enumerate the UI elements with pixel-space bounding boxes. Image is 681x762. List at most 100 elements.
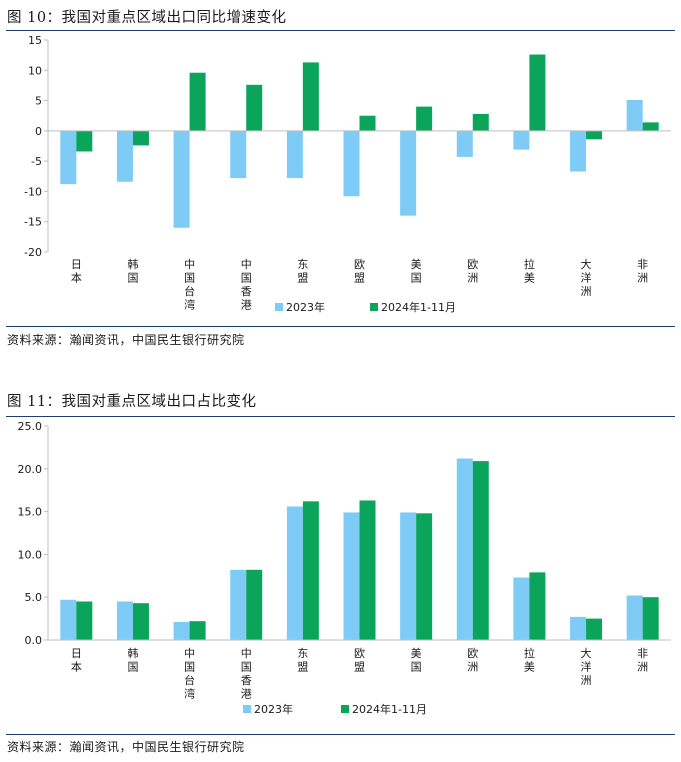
bar-2023-1 — [116, 601, 133, 640]
category-label: 非洲 — [637, 258, 648, 285]
bar-2024-1 — [132, 130, 149, 146]
bar-2024-0 — [76, 130, 93, 152]
bar-2024-5 — [359, 115, 376, 131]
y-tick-label: 0.0 — [25, 634, 43, 647]
bar-2024-0 — [76, 601, 93, 640]
bar-2024-6 — [416, 513, 433, 640]
figure-export-share: 图 11：我国对重点区域出口占比变化 25.0 20.0 15.0 10.0 5.0 0.… — [0, 384, 681, 762]
category-label: 欧盟 — [354, 647, 365, 674]
y-tick-label: -20 — [24, 246, 42, 259]
bar-2023-6 — [400, 130, 417, 216]
bar-2024-1 — [132, 603, 149, 640]
bar-2023-7 — [456, 458, 473, 640]
bar-2024-5 — [359, 500, 376, 640]
category-label: 中国香港 — [241, 647, 252, 701]
category-label: 中国台湾 — [184, 647, 195, 701]
y-tick-label: -10 — [24, 185, 42, 198]
y-tick-label: 10.0 — [18, 548, 43, 561]
legend-label: 2024年1-11月 — [352, 702, 427, 716]
legend-swatch-2024 — [341, 705, 349, 713]
bar-2023-2 — [173, 130, 190, 228]
bar-2023-3 — [230, 569, 247, 640]
category-label: 东盟 — [297, 258, 308, 285]
title-rule — [6, 30, 675, 31]
bar-2024-8 — [529, 54, 546, 131]
y-tick-label: 15 — [28, 34, 42, 47]
bar-2024-3 — [246, 569, 263, 640]
export-share-chart: 25.0 20.0 15.0 10.0 5.0 0.0 日本 韩国 中国台湾 中国香港 东盟 欧盟 美国… — [18, 420, 671, 716]
bar-2023-6 — [400, 512, 417, 640]
category-label: 日本 — [71, 647, 82, 674]
y-tick-label: -15 — [24, 216, 42, 229]
bar-2023-1 — [116, 130, 133, 182]
category-label: 非洲 — [637, 647, 648, 674]
bar-2023-4 — [286, 130, 303, 179]
y-tick-label: -5 — [31, 155, 42, 168]
y-tick-label: 20.0 — [18, 463, 43, 476]
title-rule — [6, 416, 675, 417]
bar-2024-9 — [586, 618, 603, 640]
source-rule — [6, 734, 675, 735]
bar-2024-3 — [246, 84, 263, 131]
category-label: 美国 — [411, 647, 422, 674]
category-label: 韩国 — [127, 257, 138, 285]
bar-2023-0 — [60, 599, 77, 640]
export-growth-chart: 15 10 5 0 -5 -10 -15 -20 日本 韩国 中国台湾 中国香港 东盟 欧盟 美国 欧洲 拉美 大… — [24, 34, 671, 314]
category-label: 拉美 — [524, 257, 535, 285]
category-label: 欧洲 — [467, 647, 478, 674]
bar-2024-2 — [189, 621, 206, 640]
bar-2024-10 — [642, 122, 659, 131]
y-tick-label: 15.0 — [18, 506, 43, 519]
legend-swatch-2023 — [275, 303, 283, 311]
bar-2023-0 — [60, 130, 77, 185]
category-label: 拉美 — [524, 646, 535, 674]
bar-2023-8 — [513, 577, 530, 640]
bar-2023-5 — [343, 512, 360, 640]
bar-2024-2 — [189, 72, 206, 131]
legend-label: 2023年 — [286, 300, 325, 314]
bar-2023-2 — [173, 622, 190, 640]
y-tick-label: 5 — [35, 95, 42, 108]
source-note: 资料来源：瀚闻资讯，中国民生银行研究院 — [7, 740, 245, 754]
bar-2023-9 — [570, 616, 587, 640]
bar-2024-9 — [586, 130, 603, 140]
category-label: 韩国 — [127, 646, 138, 674]
category-label: 美国 — [411, 258, 422, 285]
figure-export-growth: 图 10：我国对重点区域出口同比增速变化 15 10 5 0 -5 -10 -15 -20 日本… — [0, 0, 681, 355]
category-label: 日本 — [71, 258, 82, 285]
bar-2024-7 — [472, 113, 489, 131]
bar-2024-4 — [302, 501, 319, 640]
bar-2023-10 — [626, 595, 643, 640]
figure-title: 图 10：我国对重点区域出口同比增速变化 — [7, 10, 287, 26]
bar-2024-4 — [302, 62, 319, 131]
legend-label: 2023年 — [254, 702, 293, 716]
category-label: 大洋洲 — [581, 646, 592, 687]
legend-swatch-2024 — [370, 303, 378, 311]
y-tick-label: 5.0 — [25, 591, 43, 604]
bar-2023-4 — [286, 506, 303, 640]
bar-2024-10 — [642, 597, 659, 640]
bar-2023-9 — [570, 130, 587, 172]
y-tick-label: 0 — [35, 125, 42, 138]
figure-title: 图 11：我国对重点区域出口占比变化 — [7, 394, 257, 410]
bar-2024-6 — [416, 106, 433, 131]
category-label: 中国台湾 — [184, 258, 195, 312]
category-label: 中国香港 — [241, 258, 252, 312]
category-label: 欧洲 — [467, 258, 478, 285]
bar-2023-5 — [343, 130, 360, 197]
bar-2023-7 — [456, 130, 473, 157]
source-note: 资料来源：瀚闻资讯，中国民生银行研究院 — [7, 333, 245, 347]
bar-2023-3 — [230, 130, 247, 179]
category-label: 欧盟 — [354, 258, 365, 285]
category-label: 东盟 — [297, 647, 308, 674]
bar-2023-8 — [513, 130, 530, 150]
legend-label: 2024年1-11月 — [381, 300, 456, 314]
legend-swatch-2023 — [243, 705, 251, 713]
category-label: 大洋洲 — [581, 257, 592, 298]
bar-2024-8 — [529, 572, 546, 640]
y-tick-label: 25.0 — [18, 420, 43, 433]
bar-2024-7 — [472, 461, 489, 640]
y-tick-label: 10 — [28, 64, 42, 77]
bar-2023-10 — [626, 99, 643, 131]
source-rule — [6, 326, 675, 327]
